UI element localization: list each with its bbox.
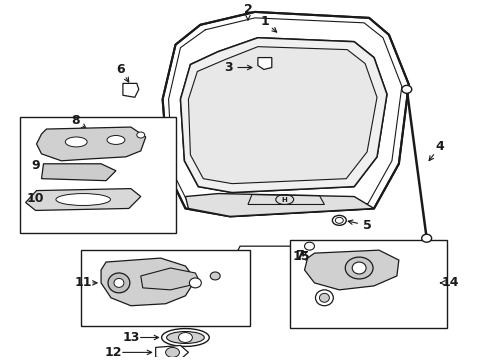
Ellipse shape — [190, 278, 201, 288]
Ellipse shape — [166, 347, 179, 357]
Ellipse shape — [114, 278, 124, 287]
Text: 2: 2 — [244, 4, 252, 17]
Polygon shape — [25, 189, 141, 211]
Polygon shape — [180, 38, 387, 193]
Ellipse shape — [107, 135, 125, 144]
Polygon shape — [185, 194, 374, 216]
Text: 11: 11 — [74, 276, 92, 289]
Ellipse shape — [137, 132, 145, 138]
Ellipse shape — [167, 332, 204, 343]
Bar — [290, 240, 446, 328]
Polygon shape — [258, 58, 272, 69]
Text: H: H — [282, 197, 288, 203]
Text: 5: 5 — [363, 219, 371, 232]
Text: 8: 8 — [71, 114, 79, 127]
Polygon shape — [156, 346, 189, 359]
Ellipse shape — [316, 290, 333, 306]
Ellipse shape — [65, 137, 87, 147]
Text: 10: 10 — [27, 192, 44, 205]
Text: 9: 9 — [31, 159, 40, 172]
Ellipse shape — [422, 234, 432, 242]
Polygon shape — [163, 12, 409, 216]
Polygon shape — [101, 258, 196, 306]
Polygon shape — [123, 84, 139, 97]
Ellipse shape — [319, 293, 329, 302]
Text: 3: 3 — [224, 61, 232, 74]
Bar — [81, 250, 250, 325]
Polygon shape — [141, 268, 200, 290]
Ellipse shape — [56, 194, 111, 206]
Text: 14: 14 — [441, 276, 459, 289]
Bar — [20, 117, 175, 233]
Text: 6: 6 — [117, 63, 125, 76]
Polygon shape — [189, 47, 377, 184]
Text: 15: 15 — [293, 249, 310, 262]
Text: 1: 1 — [261, 15, 269, 28]
Ellipse shape — [162, 329, 209, 346]
Ellipse shape — [352, 262, 366, 274]
Text: 13: 13 — [122, 331, 140, 344]
Polygon shape — [305, 250, 399, 290]
Text: 7: 7 — [295, 249, 304, 262]
Ellipse shape — [345, 257, 373, 279]
Ellipse shape — [210, 272, 220, 280]
Text: 12: 12 — [104, 346, 122, 359]
Text: 4: 4 — [435, 140, 444, 153]
Ellipse shape — [305, 242, 315, 250]
Ellipse shape — [178, 333, 193, 342]
Ellipse shape — [108, 273, 130, 293]
Ellipse shape — [332, 215, 346, 225]
Polygon shape — [37, 127, 146, 161]
Polygon shape — [42, 164, 116, 181]
Ellipse shape — [402, 85, 412, 93]
